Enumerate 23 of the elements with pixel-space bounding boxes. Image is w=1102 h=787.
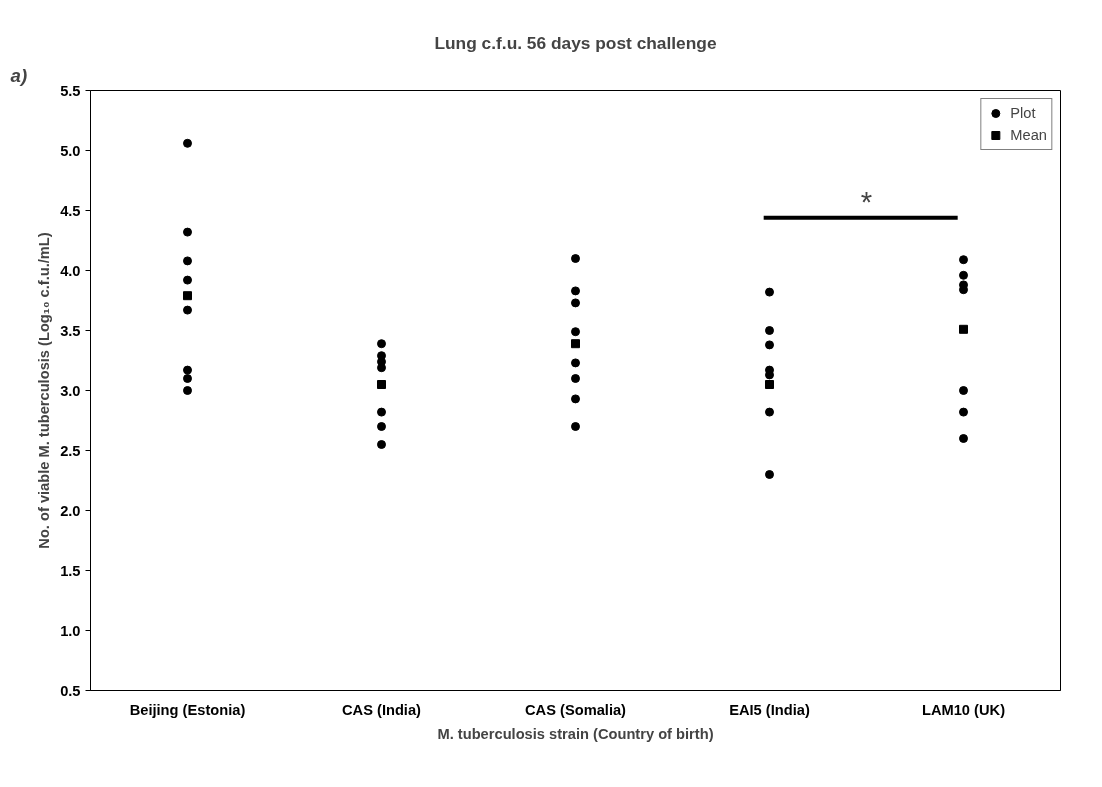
x-tick-label: CAS (Somalia) xyxy=(525,701,627,718)
y-tick-label: 4.0 xyxy=(60,262,81,279)
y-tick-label: 5.5 xyxy=(60,82,81,99)
x-tick-label: Beijing (Estonia) xyxy=(129,701,246,718)
y-tick-label: 3.0 xyxy=(60,382,81,399)
x-tick-label: EAI5 (India) xyxy=(729,701,810,718)
y-axis-title: No. of viable M. tuberculosis (Log₁₀ c.f.u./mL) xyxy=(36,232,53,549)
x-tick-label: LAM10 (UK) xyxy=(921,701,1006,718)
legend-label: Mean xyxy=(1010,126,1047,145)
y-tick-label: 2.5 xyxy=(60,442,81,459)
legend-label: Plot xyxy=(1010,104,1036,123)
y-tick-label: 0.5 xyxy=(60,682,81,699)
y-tick-label: 4.5 xyxy=(60,202,81,219)
y-tick-label: 5.0 xyxy=(60,142,81,159)
text: a) xyxy=(10,64,28,86)
chart-title: Lung c.f.u. 56 days post challenge xyxy=(434,32,717,53)
y-tick-label: 1.5 xyxy=(60,562,81,579)
y-tick-label: 2.0 xyxy=(60,502,81,519)
y-tick-label: 1.0 xyxy=(60,622,81,639)
annotation: * xyxy=(860,184,873,218)
x-tick-label: CAS (India) xyxy=(342,701,422,718)
y-tick-label: 3.5 xyxy=(60,322,81,339)
x-axis-title: M. tuberculosis strain (Country of birth) xyxy=(437,725,714,742)
